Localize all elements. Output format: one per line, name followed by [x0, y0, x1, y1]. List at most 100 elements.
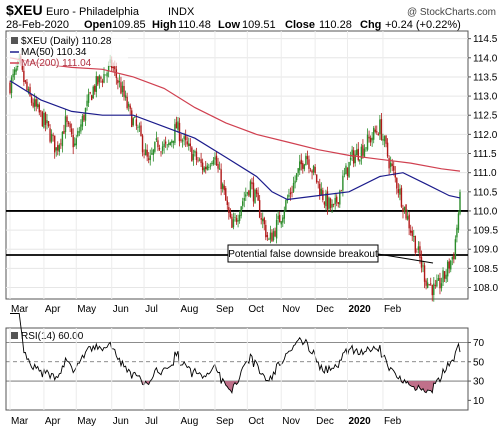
candle-body: [408, 214, 410, 229]
candle-body: [83, 114, 85, 121]
candle-body: [365, 147, 367, 149]
candle-body: [229, 212, 232, 218]
candle-body: [394, 172, 396, 178]
candle-body: [161, 146, 164, 151]
candle-body: [315, 174, 318, 183]
candle-body: [70, 128, 73, 135]
candle-body: [309, 170, 312, 172]
candle-body: [357, 148, 359, 161]
candle-body: [164, 141, 167, 144]
candle-body: [38, 104, 40, 113]
candle-body: [228, 207, 230, 213]
candle-body: [77, 130, 79, 137]
candle-body: [127, 103, 130, 107]
candle-body: [406, 216, 409, 220]
candle-body: [334, 197, 336, 205]
candle-body: [147, 158, 150, 160]
price-y-tick-label: 113.5: [473, 72, 498, 83]
price-y-tick-label: 108.0: [473, 283, 498, 294]
candle-body: [177, 121, 179, 130]
candle-body: [242, 201, 244, 206]
candle-body: [175, 122, 178, 129]
candle-body: [121, 85, 124, 93]
candle-body: [356, 149, 358, 156]
candle-body: [95, 76, 98, 93]
candle-body: [137, 126, 139, 128]
candle-body: [396, 178, 398, 189]
candle-body: [289, 192, 292, 195]
candle-body: [220, 169, 222, 190]
candle-body: [400, 187, 403, 207]
candle-body: [146, 149, 148, 157]
candle-body: [249, 181, 252, 197]
candle-body: [305, 155, 307, 166]
candle-body: [81, 116, 84, 127]
candle-body: [292, 182, 295, 192]
candle-body: [12, 73, 14, 78]
candle-body: [255, 189, 258, 194]
candle-body: [280, 221, 282, 225]
candle-body: [129, 105, 131, 109]
candle-body: [189, 143, 192, 147]
candle-body: [437, 278, 440, 281]
candle-body: [377, 133, 380, 136]
rsi-x-tick-label: May: [77, 416, 96, 427]
candle-body: [288, 194, 290, 197]
candle-body: [368, 136, 370, 139]
candle-body: [317, 181, 319, 183]
rsi-reference-lines: [6, 342, 468, 382]
candle-body: [266, 234, 269, 238]
candle-body: [362, 145, 364, 156]
candle-body: [44, 112, 47, 125]
candle-body: [63, 130, 65, 134]
high-value: 110.48: [178, 19, 211, 31]
candle-body: [388, 158, 390, 169]
candle-body: [234, 216, 236, 218]
price-x-tick-label: Dec: [316, 304, 334, 315]
candle-body: [258, 200, 261, 218]
candle-body: [120, 82, 122, 94]
candle-body: [166, 144, 168, 146]
candle-body: [171, 140, 173, 143]
candle-body: [445, 274, 447, 280]
rsi-x-tick-label: Jun: [113, 416, 129, 427]
candle-body: [221, 184, 224, 189]
rsi-x-tick-label: Aug: [181, 416, 199, 427]
candle-body: [283, 211, 286, 219]
candle-body: [413, 236, 415, 237]
candle-body: [372, 127, 375, 140]
exchange-label: INDX: [168, 6, 195, 18]
ma200-line: [9, 57, 461, 172]
candle-body: [238, 214, 241, 221]
candle-body: [422, 265, 424, 267]
candle-body: [35, 99, 37, 107]
rsi-x-tick-label: 2020: [349, 416, 372, 427]
candle-body: [188, 143, 190, 147]
candle-body: [152, 149, 155, 156]
candle-body: [29, 87, 31, 96]
candle-body: [123, 85, 125, 97]
candle-body: [245, 194, 247, 197]
candle-body: [240, 206, 242, 216]
low-label: Low: [218, 19, 240, 31]
candle-body: [184, 134, 187, 141]
candle-body: [191, 147, 193, 162]
candle-body: [326, 191, 329, 210]
candle-body: [271, 232, 273, 242]
candle-body: [457, 213, 460, 230]
candle-body: [101, 80, 104, 83]
candle-body: [436, 280, 438, 287]
candle-body: [346, 167, 349, 177]
candle-body: [405, 204, 407, 219]
candle-body: [402, 208, 404, 212]
candle-body: [376, 131, 378, 133]
candle-body: [195, 151, 198, 160]
candle-body: [114, 66, 116, 70]
candle-body: [359, 159, 361, 162]
candle-body: [172, 140, 175, 143]
rsi-x-tick-label: Sep: [216, 416, 234, 427]
candle-body: [72, 135, 74, 148]
price-x-tick-label: Mar: [11, 304, 29, 315]
candle-body: [360, 146, 363, 159]
candle-body: [163, 143, 165, 147]
